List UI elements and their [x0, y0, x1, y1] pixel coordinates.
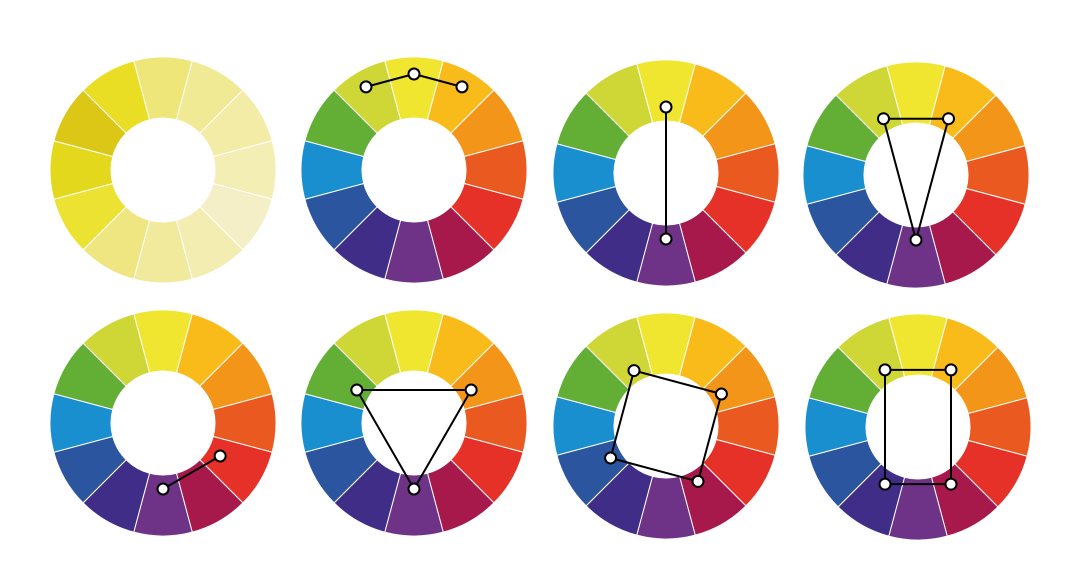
- harmony-point: [878, 477, 892, 491]
- harmony-point: [909, 233, 923, 247]
- harmony-point: [359, 80, 373, 94]
- harmony-point: [878, 363, 892, 377]
- color-wheel: [300, 309, 528, 537]
- harmony-point: [877, 112, 890, 126]
- harmony-point: [350, 383, 364, 397]
- harmony-point: [213, 449, 227, 463]
- wheel-segment: [333, 60, 402, 134]
- color-wheel: [804, 313, 1032, 541]
- color-wheel: [802, 61, 1030, 289]
- harmony-point: [455, 80, 469, 94]
- harmony-line: [882, 117, 950, 241]
- harmony-line: [355, 389, 473, 490]
- harmony-point: [604, 451, 618, 465]
- harmony-point: [407, 67, 421, 81]
- harmony-point: [942, 112, 955, 126]
- harmony-point: [691, 474, 705, 488]
- wheel-segment: [82, 313, 151, 387]
- harmony-line: [884, 368, 952, 486]
- harmony-point: [627, 364, 641, 378]
- color-wheel: [49, 56, 277, 284]
- color-wheel: [49, 309, 277, 537]
- harmony-point: [944, 477, 958, 491]
- harmony-point: [714, 387, 728, 401]
- harmony-line: [162, 455, 221, 490]
- harmony-point: [407, 482, 421, 496]
- wheel-segment: [333, 313, 402, 387]
- wheel-segment: [585, 63, 654, 137]
- color-wheel: [300, 56, 528, 284]
- harmony-point: [659, 232, 673, 246]
- harmony-point: [464, 383, 478, 397]
- wheel-segment: [82, 60, 151, 134]
- color-wheel: [552, 59, 780, 287]
- color-wheel: [552, 312, 780, 540]
- harmony-point: [659, 100, 673, 114]
- harmony-point: [156, 482, 170, 496]
- harmony-point: [944, 363, 958, 377]
